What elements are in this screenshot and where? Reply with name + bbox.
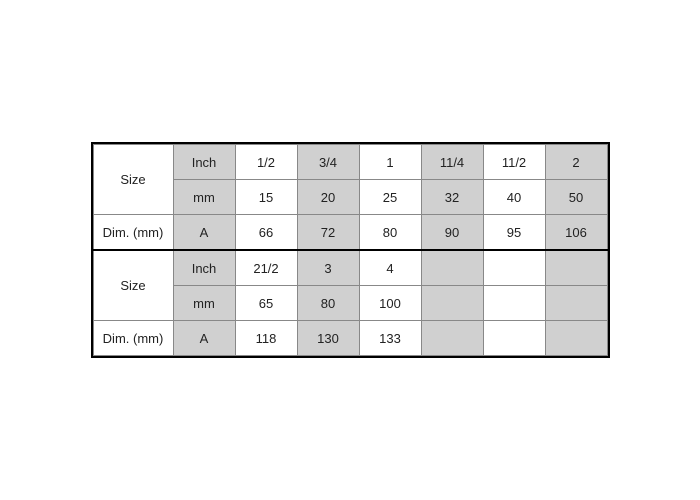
cell: 1 [359,145,421,180]
cell: 40 [483,180,545,215]
cell: 11/4 [421,145,483,180]
cell: 72 [297,215,359,251]
cell: 66 [235,215,297,251]
a-label: A [173,215,235,251]
dimension-table: Size Inch 1/2 3/4 1 11/4 11/2 2 mm 15 20… [91,142,610,358]
cell [421,250,483,286]
cell: 11/2 [483,145,545,180]
cell: 4 [359,250,421,286]
cell: 15 [235,180,297,215]
cell: 100 [359,286,421,321]
unit-label-mm: mm [173,286,235,321]
cell [483,321,545,356]
cell: 95 [483,215,545,251]
cell: 80 [297,286,359,321]
cell: 20 [297,180,359,215]
cell: 3/4 [297,145,359,180]
cell: 133 [359,321,421,356]
cell: 80 [359,215,421,251]
cell [545,286,607,321]
cell: 3 [297,250,359,286]
table-row: Size Inch 1/2 3/4 1 11/4 11/2 2 [93,145,607,180]
cell: 1/2 [235,145,297,180]
cell: 25 [359,180,421,215]
table-row: Dim. (mm) A 66 72 80 90 95 106 [93,215,607,251]
cell: 118 [235,321,297,356]
cell [483,286,545,321]
cell [545,250,607,286]
cell [545,321,607,356]
cell: 90 [421,215,483,251]
table: Size Inch 1/2 3/4 1 11/4 11/2 2 mm 15 20… [93,144,608,356]
dim-label: Dim. (mm) [93,321,173,356]
cell: 130 [297,321,359,356]
table-row: Size Inch 21/2 3 4 [93,250,607,286]
unit-label-mm: mm [173,180,235,215]
cell: 2 [545,145,607,180]
unit-label-inch: Inch [173,250,235,286]
unit-label-inch: Inch [173,145,235,180]
cell [421,286,483,321]
dim-label: Dim. (mm) [93,215,173,251]
size-label: Size [93,250,173,321]
cell: 50 [545,180,607,215]
cell: 65 [235,286,297,321]
a-label: A [173,321,235,356]
table-row: Dim. (mm) A 118 130 133 [93,321,607,356]
cell: 32 [421,180,483,215]
cell: 106 [545,215,607,251]
cell [483,250,545,286]
cell [421,321,483,356]
size-label: Size [93,145,173,215]
cell: 21/2 [235,250,297,286]
